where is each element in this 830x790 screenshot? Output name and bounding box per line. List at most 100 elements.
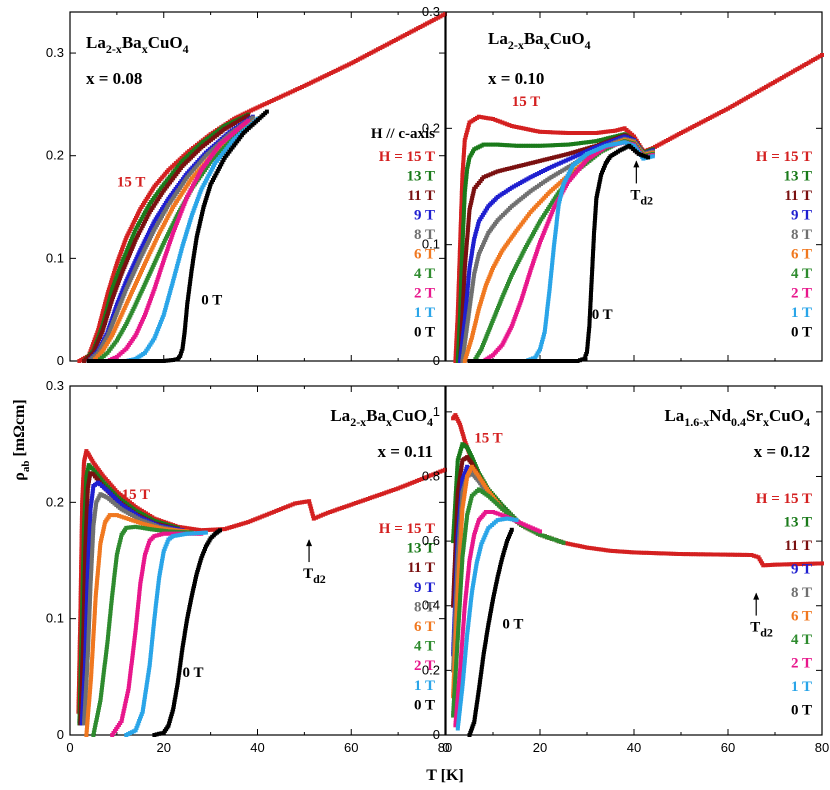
data-point (140, 516, 145, 521)
data-point (86, 554, 91, 559)
data-point (83, 548, 88, 553)
data-point (803, 561, 808, 566)
data-point (82, 568, 87, 573)
data-point (134, 256, 139, 261)
data-point (91, 531, 96, 536)
data-point (351, 501, 356, 506)
data-point (590, 267, 595, 272)
data-point (438, 14, 443, 19)
data-point (168, 227, 173, 232)
data-point (155, 593, 159, 598)
data-point (726, 552, 730, 557)
data-point (460, 185, 464, 190)
data-point (462, 207, 466, 212)
data-point (111, 273, 116, 278)
data-point (549, 271, 554, 276)
data-point (481, 115, 486, 120)
data-point (620, 126, 625, 131)
data-point (80, 657, 85, 662)
data-point (132, 285, 136, 290)
data-point (474, 261, 479, 266)
data-point (87, 609, 92, 614)
data-point (87, 599, 92, 604)
data-point (125, 276, 130, 281)
data-point (96, 339, 101, 344)
data-point (610, 142, 615, 147)
data-point (811, 58, 815, 63)
data-point (589, 282, 594, 287)
data-point (172, 700, 177, 705)
data-point (516, 143, 521, 148)
data-point (94, 588, 99, 593)
data-point (528, 127, 533, 132)
data-point (455, 307, 460, 312)
data-point (501, 292, 506, 297)
data-point (205, 193, 210, 198)
series-2-t (110, 531, 204, 737)
data-point (80, 662, 85, 667)
data-point (613, 549, 618, 554)
data-point (157, 218, 162, 223)
data-point (188, 600, 193, 605)
data-point (568, 131, 573, 135)
data-point (180, 190, 185, 195)
y-tick-label: 0.2 (46, 494, 64, 509)
data-point (711, 552, 716, 557)
data-point (409, 29, 414, 34)
data-point (460, 359, 465, 363)
data-point (179, 249, 184, 253)
data-point (585, 545, 589, 550)
data-point (134, 331, 139, 336)
data-point (137, 507, 142, 512)
data-point (274, 508, 279, 513)
data-point (328, 510, 333, 514)
data-point (459, 271, 464, 276)
legend-entry: 8 T (414, 599, 435, 615)
data-point (587, 326, 592, 331)
y-tick-label: 0.3 (46, 45, 64, 60)
data-point (92, 608, 97, 613)
data-point (387, 41, 392, 46)
data-point (451, 539, 456, 544)
data-point (183, 199, 188, 204)
data-point (130, 309, 135, 313)
data-point (187, 526, 192, 531)
data-point (129, 311, 134, 316)
data-point (459, 211, 464, 216)
data-point (96, 563, 101, 568)
data-point (140, 243, 145, 248)
data-point (155, 329, 160, 334)
data-point (140, 525, 145, 530)
data-point (234, 523, 239, 528)
data-point (87, 617, 92, 622)
data-point (86, 645, 91, 650)
data-point (506, 281, 510, 286)
data-point (255, 516, 260, 521)
data-point (746, 95, 751, 100)
data-point (171, 534, 176, 539)
data-point (454, 335, 459, 340)
data-point (173, 225, 177, 230)
data-point (92, 616, 97, 621)
data-point (83, 658, 88, 662)
data-point (459, 348, 464, 353)
data-point (136, 233, 140, 238)
data-point (156, 359, 161, 363)
data-point (310, 511, 315, 516)
data-point (457, 263, 462, 268)
data-point (458, 449, 463, 454)
data-point (146, 254, 151, 259)
data-point (183, 325, 188, 330)
data-point (148, 298, 153, 303)
data-point (146, 543, 151, 548)
legend-entry: 13 T (784, 169, 812, 185)
data-point (503, 336, 508, 341)
data-point (153, 258, 158, 263)
data-point (456, 294, 461, 299)
data-point (553, 359, 557, 363)
data-point (488, 323, 493, 328)
data-point (197, 560, 202, 565)
data-point (393, 37, 398, 42)
data-point (147, 523, 152, 528)
data-point (220, 160, 225, 165)
